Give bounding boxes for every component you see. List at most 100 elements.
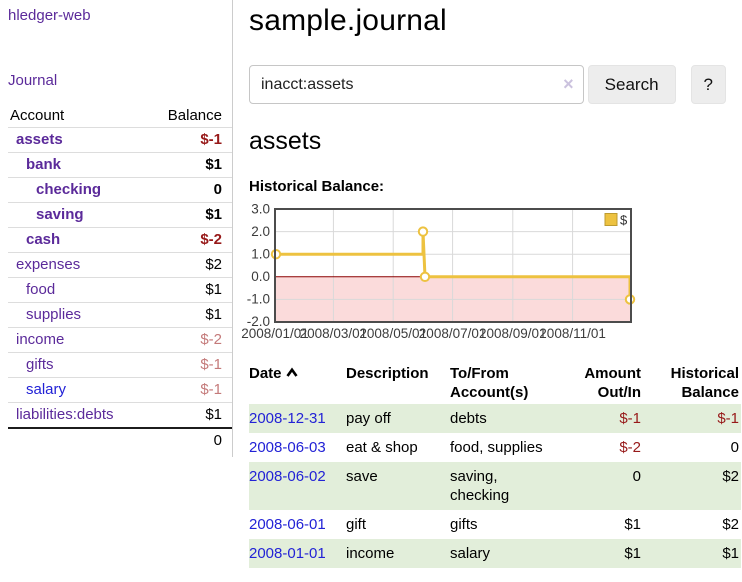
transaction-accounts: saving, checking <box>450 468 510 504</box>
accounts-total-balance: 0 <box>145 427 232 453</box>
account-link-salary[interactable]: salary <box>26 381 67 398</box>
search-input[interactable] <box>249 65 584 104</box>
account-row: liabilities:debts $1 <box>8 403 232 429</box>
account-link-gifts[interactable]: gifts <box>26 356 54 373</box>
transaction-date-link[interactable]: 2008-12-31 <box>249 410 326 427</box>
transaction-date-link[interactable]: 2008-01-01 <box>249 545 326 562</box>
account-link-income[interactable]: income <box>16 331 65 348</box>
transaction-accounts: food, supplies <box>450 439 543 456</box>
account-balance: $-1 <box>145 127 232 153</box>
account-link-cash[interactable]: cash <box>26 231 61 248</box>
transaction-date-link[interactable]: 2008-06-02 <box>249 468 326 485</box>
register-header-amount: Amount Out/In <box>584 365 641 401</box>
transaction-balance: $2 <box>722 516 739 533</box>
account-link-expenses[interactable]: expenses <box>16 256 81 273</box>
account-row: assets $-1 <box>8 127 232 153</box>
account-row: cash $-2 <box>8 227 232 253</box>
register-table: Date Description To/From Account(s) Amou… <box>249 362 741 568</box>
accounts-header-balance: Balance <box>145 105 232 128</box>
account-link-supplies[interactable]: supplies <box>26 306 82 323</box>
register-header-description: Description <box>346 365 429 382</box>
register-header-date[interactable]: Date <box>249 362 346 404</box>
register-header-row: Date Description To/From Account(s) Amou… <box>249 362 741 404</box>
svg-text:3.0: 3.0 <box>251 202 270 217</box>
legend-label: $ <box>620 213 628 228</box>
svg-text:2008/09/01: 2008/09/01 <box>479 326 547 341</box>
transaction-amount: $1 <box>624 545 641 562</box>
clear-search-icon[interactable]: × <box>563 74 574 94</box>
transaction-description: pay off <box>346 410 391 427</box>
transaction-amount: $1 <box>624 516 641 533</box>
account-balance: $1 <box>205 406 222 423</box>
account-link-liabilities-debts[interactable]: liabilities:debts <box>16 406 114 423</box>
svg-text:-2.0: -2.0 <box>247 314 270 329</box>
account-row: checking 0 <box>8 177 232 203</box>
transaction-accounts: debts <box>450 410 487 427</box>
register-row: 2008-06-01 gift gifts $1 $2 <box>249 510 741 539</box>
account-row: food $1 <box>8 277 232 303</box>
account-balance: $1 <box>145 302 232 328</box>
chart-legend: $ <box>604 213 628 228</box>
data-point <box>419 271 431 283</box>
account-row: saving $1 <box>8 202 232 228</box>
svg-text:2008/03/01: 2008/03/01 <box>300 326 368 341</box>
account-link-bank[interactable]: bank <box>26 156 62 173</box>
app-brand-link[interactable]: hledger-web <box>8 7 91 24</box>
account-row: bank $1 <box>8 152 232 178</box>
account-balance: $-2 <box>145 327 232 353</box>
account-row: income $-2 <box>8 327 232 353</box>
register-row: 2008-12-31 pay off debts $-1 $-1 <box>249 404 741 433</box>
svg-text:2008/01/01: 2008/01/01 <box>241 326 309 341</box>
transaction-description: save <box>346 468 378 485</box>
account-link-saving[interactable]: saving <box>36 206 84 223</box>
account-row: supplies $1 <box>8 302 232 328</box>
account-balance: $-1 <box>145 377 232 403</box>
transaction-date-link[interactable]: 2008-06-01 <box>249 516 326 533</box>
help-button[interactable]: ? <box>690 65 726 104</box>
account-link-food[interactable]: food <box>26 281 56 298</box>
account-balance: $2 <box>145 252 232 278</box>
svg-text:2008/05/01: 2008/05/01 <box>359 326 427 341</box>
transaction-description: income <box>346 545 395 562</box>
transaction-amount: $-1 <box>619 410 641 427</box>
svg-text:1.0: 1.0 <box>251 247 270 262</box>
svg-text:2.0: 2.0 <box>251 224 270 239</box>
account-row: expenses $2 <box>8 252 232 278</box>
accounts-total-row: 0 <box>8 427 232 453</box>
accounts-header-account: Account <box>8 105 146 128</box>
account-link-assets[interactable]: assets <box>16 131 63 148</box>
search-button[interactable]: Search <box>587 65 676 104</box>
svg-text:0.0: 0.0 <box>251 269 270 284</box>
transaction-date-link[interactable]: 2008-06-03 <box>249 439 326 456</box>
account-row: gifts $-1 <box>8 352 232 378</box>
data-point <box>417 226 429 237</box>
account-balance: $-2 <box>145 227 232 253</box>
transaction-balance: $-1 <box>717 410 739 427</box>
legend-swatch <box>604 213 618 226</box>
sort-ascending-icon <box>285 367 298 377</box>
historical-balance-chart: $ 3.0 2.0 1.0 0.0 -1.0 -2.0 2008/01/01 2… <box>241 202 636 341</box>
svg-text:2008/07/01: 2008/07/01 <box>419 326 487 341</box>
transaction-accounts: salary <box>450 545 491 562</box>
accounts-table: Account Balance assets $-1 bank $1 check… <box>8 105 232 453</box>
account-link-checking[interactable]: checking <box>36 181 102 198</box>
register-row: 2008-06-02 save saving, checking 0 $2 <box>249 462 741 510</box>
plot-border <box>274 208 632 323</box>
register-row: 2008-01-01 income salary $1 $1 <box>249 539 741 568</box>
y-axis-labels: 3.0 2.0 1.0 0.0 -1.0 -2.0 <box>247 202 270 330</box>
transaction-amount: 0 <box>632 468 641 485</box>
transaction-accounts: gifts <box>450 516 478 533</box>
transaction-description: gift <box>346 516 367 533</box>
register-header-balance: Historical Balance <box>670 365 739 401</box>
nav-journal-link[interactable]: Journal <box>8 72 58 89</box>
account-heading: assets <box>249 127 322 155</box>
register-header-tofrom: To/From Account(s) <box>450 365 529 401</box>
transaction-balance: $1 <box>722 545 739 562</box>
x-axis-labels: 2008/01/01 2008/03/01 2008/05/01 2008/07… <box>241 326 606 341</box>
account-row: salary $-1 <box>8 377 232 403</box>
search-form: × Search ? <box>249 65 726 104</box>
transaction-description: eat & shop <box>346 439 418 456</box>
sidebar: hledger-web Journal Account Balance asse… <box>0 0 233 457</box>
transaction-balance: $2 <box>722 468 739 485</box>
page-title: sample.journal <box>249 4 447 37</box>
